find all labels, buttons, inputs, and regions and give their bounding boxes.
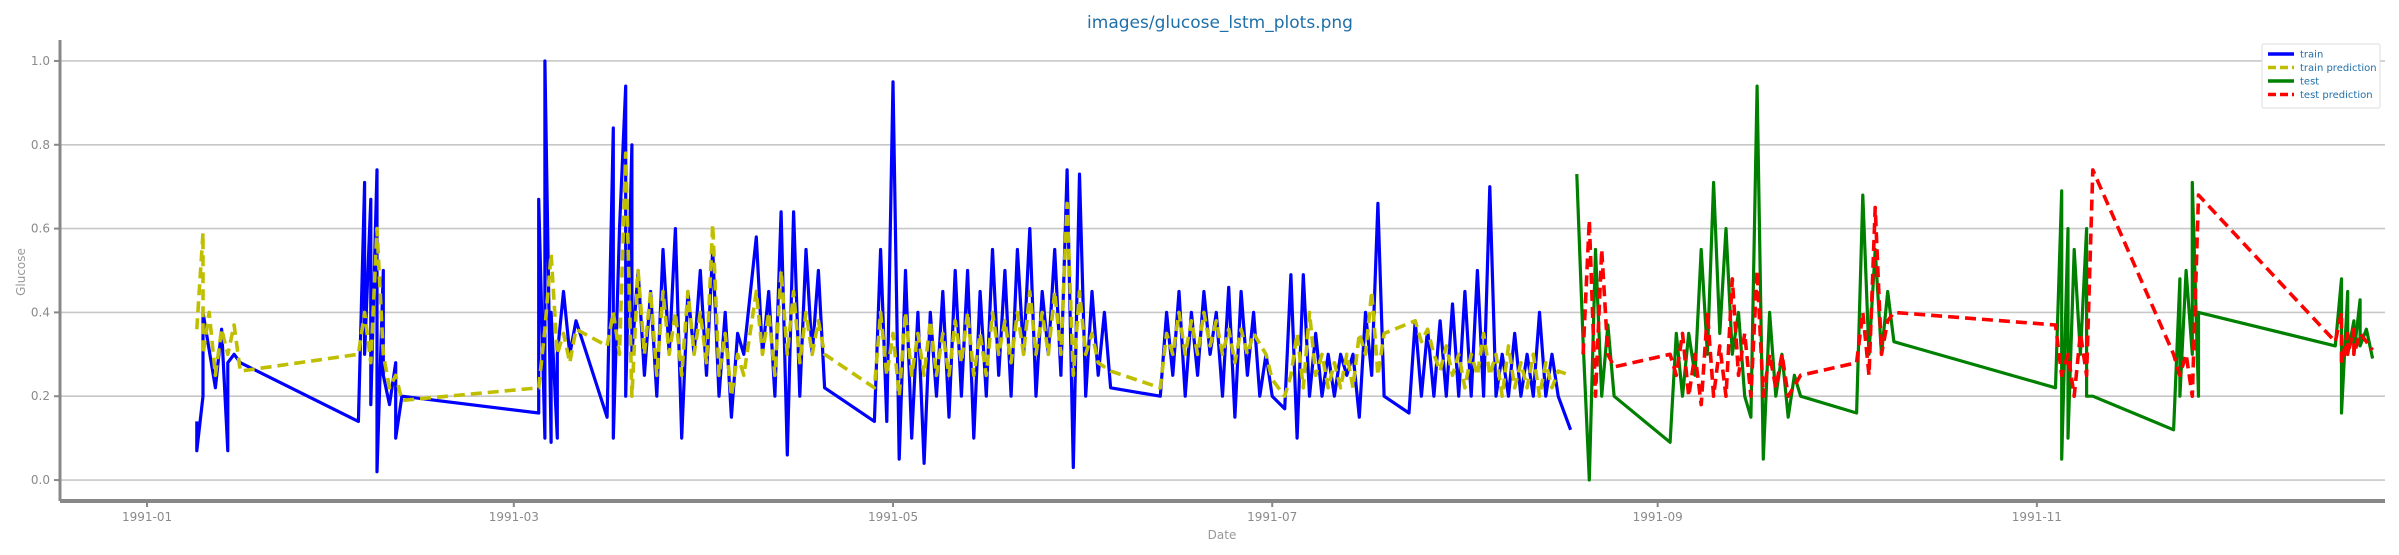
legend-label: test prediction [2300, 90, 2373, 101]
series-line-train [195, 59, 1573, 474]
y-tick-label: 0.0 [31, 473, 50, 487]
x-tick-label: 1991-09 [1633, 510, 1683, 524]
series-lines [195, 59, 2375, 482]
chart-title: images/glucose_lstm_plots.png [1087, 13, 1353, 33]
x-tick-label: 1991-05 [868, 510, 918, 524]
y-tick-label: 1.0 [31, 54, 50, 68]
series-line-train-prediction [195, 151, 1572, 403]
x-tick-label: 1991-11 [2012, 510, 2062, 524]
legend: train train prediction test test prediction [2261, 43, 2381, 109]
x-tick-label: 1991-07 [1247, 510, 1297, 524]
y-tick-labels: 0.0 0.2 0.4 0.6 0.8 1.0 [31, 54, 60, 487]
series-line-test-prediction [1581, 168, 2375, 407]
x-tick-label: 1991-03 [489, 510, 539, 524]
x-tick-label: 1991-01 [122, 510, 172, 524]
legend-label: test [2300, 77, 2319, 88]
y-tick-label: 0.4 [31, 305, 50, 319]
y-tick-label: 0.2 [31, 389, 50, 403]
axes [58, 40, 2385, 503]
y-axis-label: Glucose [14, 248, 28, 296]
legend-box [2261, 43, 2381, 109]
y-tick-label: 0.8 [31, 138, 50, 152]
x-axis-label: Date [1208, 528, 1237, 542]
legend-label: train [2300, 50, 2323, 61]
y-tick-label: 0.6 [31, 222, 50, 236]
legend-label: train prediction [2300, 63, 2377, 74]
grid-lines [60, 60, 2385, 481]
x-tick-labels: 1991-01 1991-03 1991-05 1991-07 1991-09 1991-… [122, 501, 2062, 524]
